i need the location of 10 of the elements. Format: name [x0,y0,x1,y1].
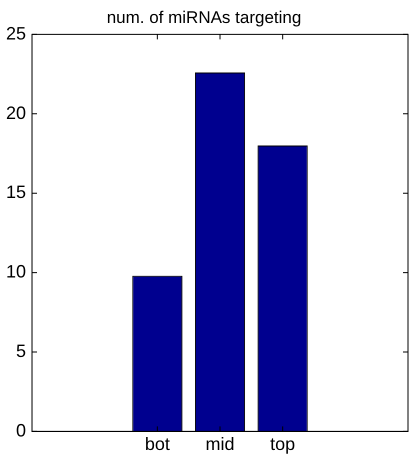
y-tick-label: 25 [6,23,26,44]
chart-title: num. of miRNAs targeting [106,8,302,27]
x-tick-label: top [270,434,296,454]
y-tick-label: 0 [16,420,26,440]
y-tick-label: 15 [6,182,26,202]
y-tick-label: 5 [16,340,26,361]
x-tick-label: bot [144,434,170,454]
y-tick-label: 10 [6,262,26,282]
y-tick-label: 20 [6,102,26,123]
x-tick-label: mid [206,434,235,454]
